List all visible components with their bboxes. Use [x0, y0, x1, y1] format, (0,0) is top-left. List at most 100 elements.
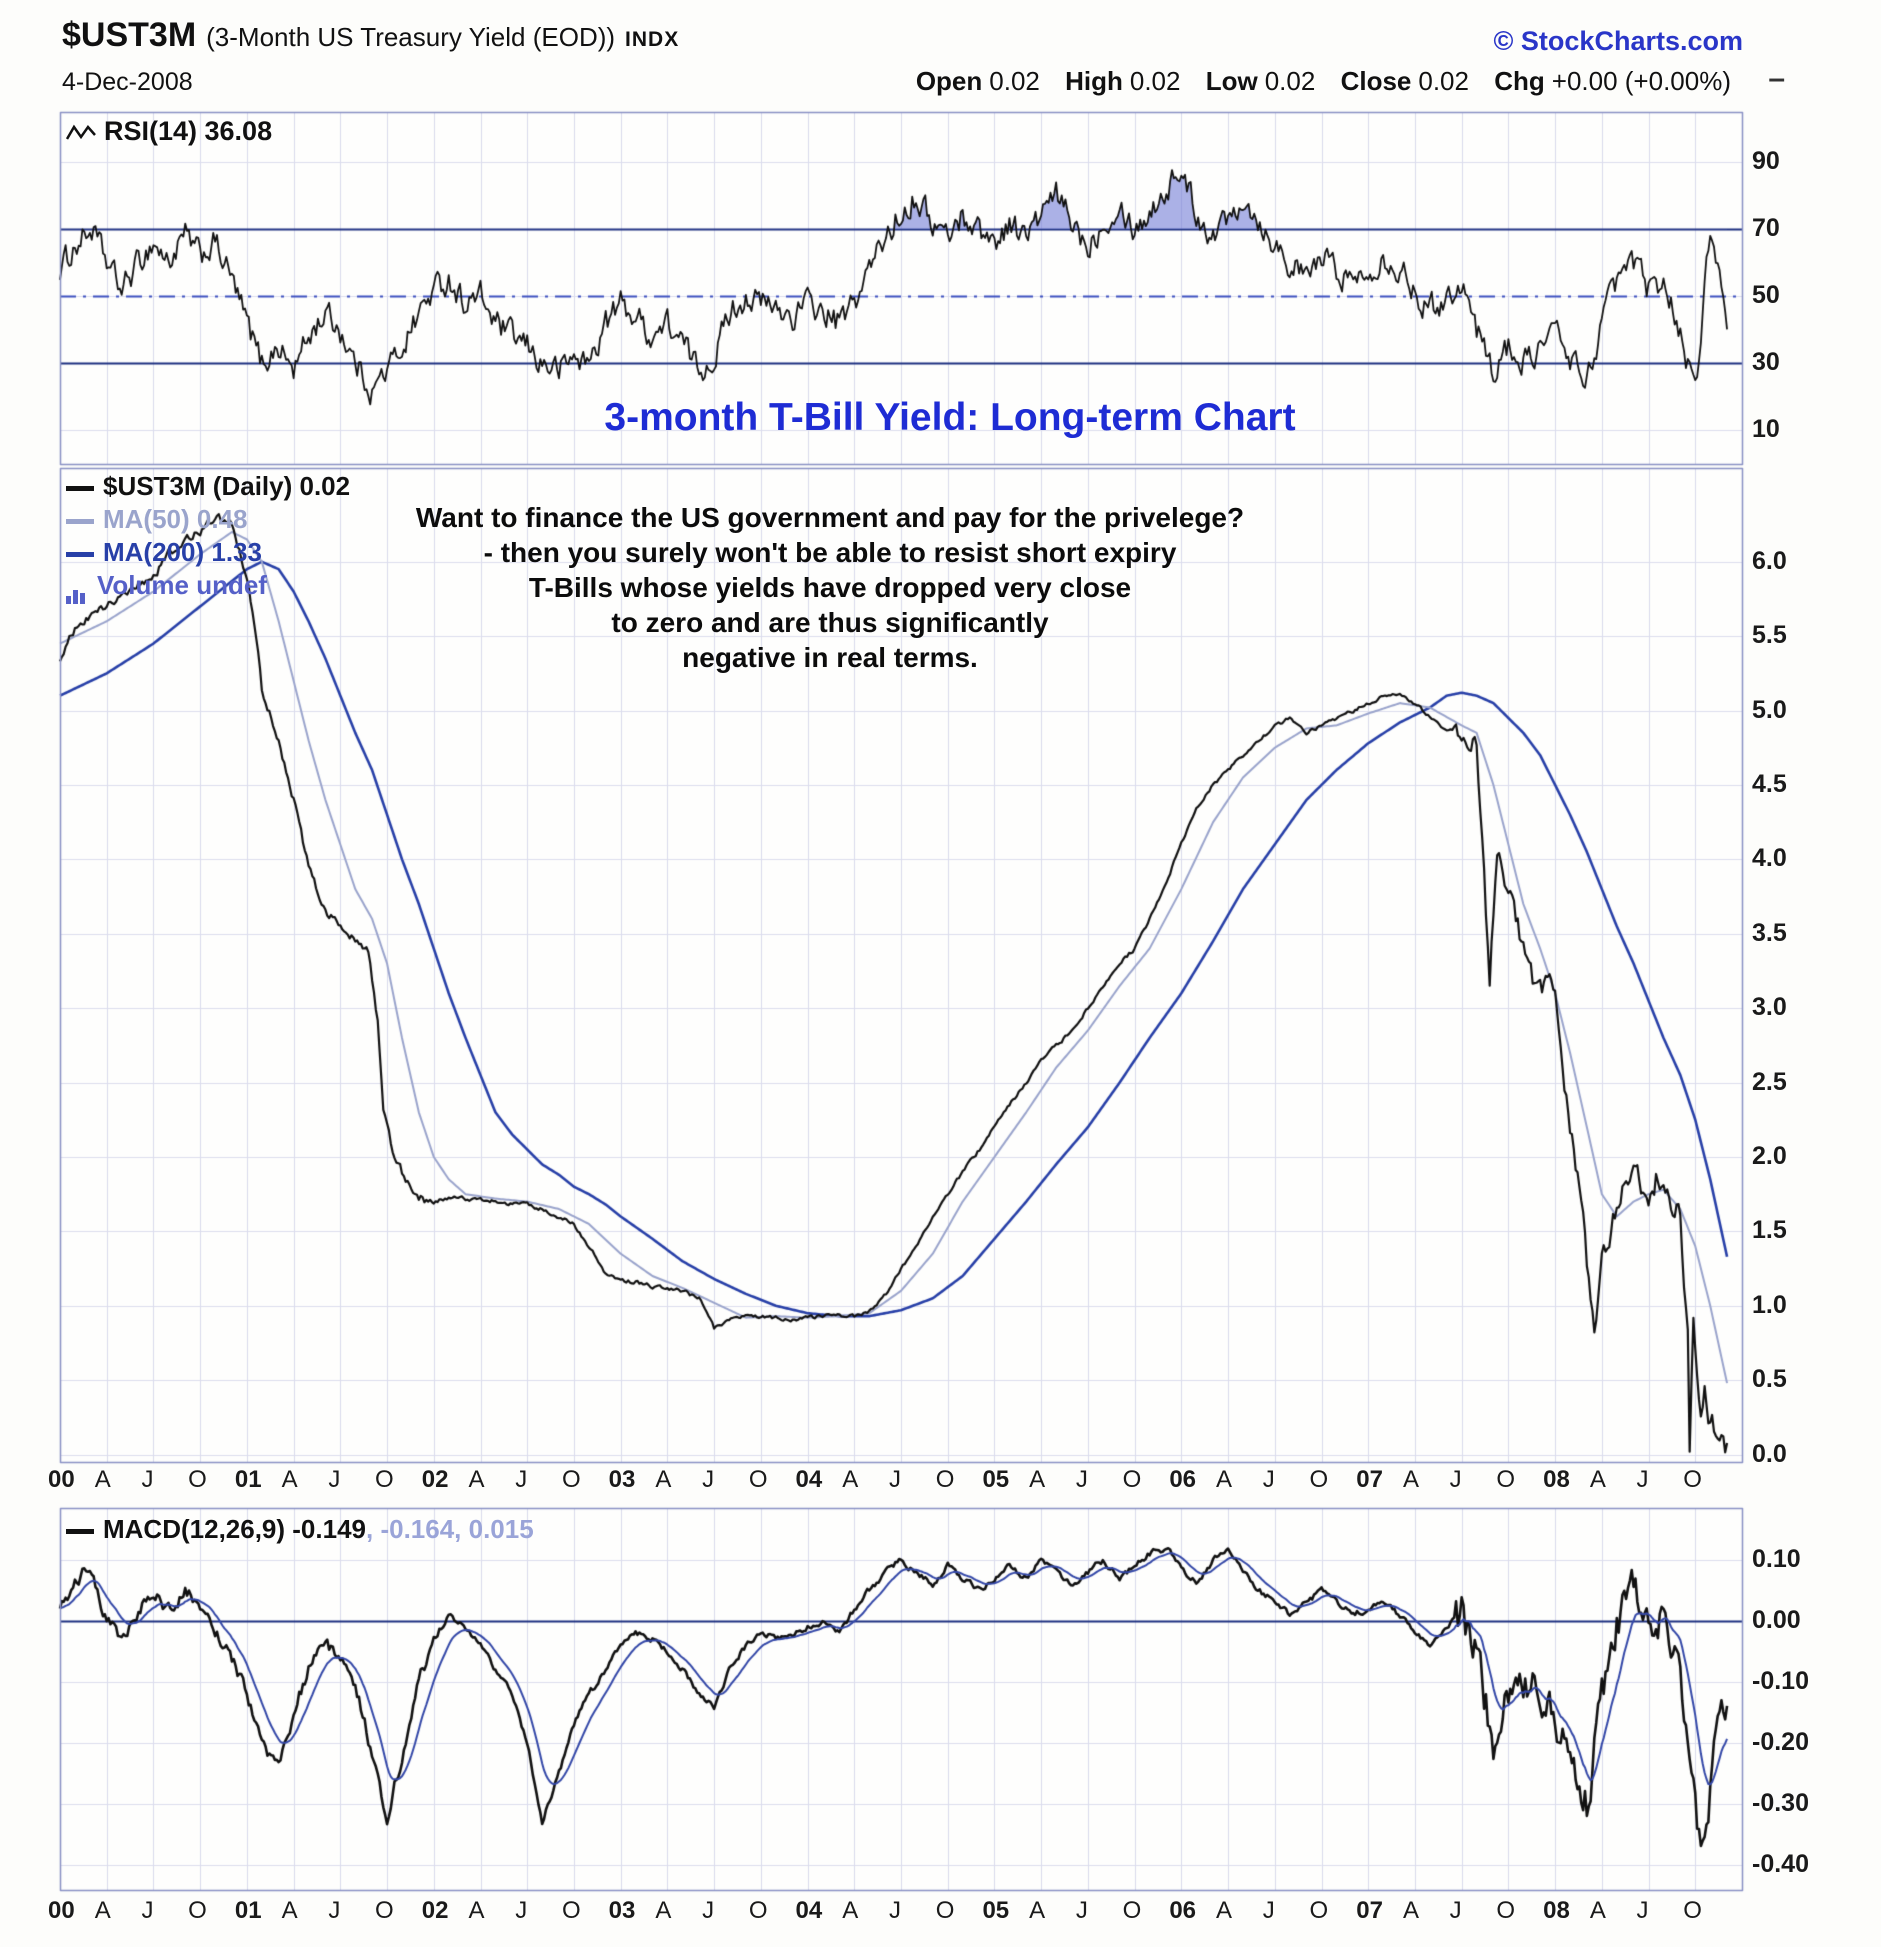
legend-price-label: $UST3M (Daily) 0.02: [103, 471, 351, 501]
x-tick-mid-J-2004.5: J: [889, 1466, 901, 1493]
macd-line-icon: [66, 1528, 94, 1534]
x-tick-mid-01-2001: 01: [234, 1466, 262, 1493]
macd-legend-main: MACD(12,26,9) -0.149: [103, 1514, 366, 1544]
x-tick-mid-J-2006.5: J: [1262, 1466, 1275, 1493]
x-tick-bottom-03-2003: 03: [608, 1897, 636, 1924]
ma200-line-icon: [66, 551, 94, 557]
x-tick-mid-08-2008: 08: [1543, 1466, 1570, 1493]
x-tick-bottom-00-2000: 00: [48, 1897, 75, 1924]
note-line-3: T-Bills whose yields have dropped very c…: [528, 572, 1132, 603]
x-tick-bottom-A-2008.25: A: [1589, 1897, 1606, 1924]
x-tick-bottom-O-2007.75: O: [1496, 1897, 1516, 1924]
x-tick-bottom-A-2002.25: A: [468, 1897, 485, 1924]
x-tick-bottom-A-2000.25: A: [94, 1897, 111, 1924]
header: $UST3M (3-Month US Treasury Yield (EOD)) I…: [62, 16, 679, 55]
ma50-line-icon: [66, 518, 94, 524]
legend-ma200-label: MA(200) 1.33: [103, 537, 262, 567]
legend-ma50-label: MA(50) 0.48: [103, 504, 248, 534]
x-tick-bottom-O-2008.75: O: [1683, 1897, 1702, 1924]
close-value: 0.02: [1418, 66, 1469, 96]
price-ytick-2.0: 2.0: [1752, 1141, 1787, 1170]
x-tick-mid-O-2006.75: O: [1309, 1466, 1329, 1493]
x-tick-mid-A-2002.25: A: [468, 1466, 485, 1493]
x-tick-mid-O-2005.75: O: [1122, 1466, 1142, 1493]
legend-ma200: MA(200) 1.33: [66, 536, 350, 569]
price-ytick-3.5: 3.5: [1752, 918, 1787, 947]
open-label: Open: [915, 66, 983, 96]
chg-label: Chg: [1494, 66, 1545, 96]
price-ytick-1.0: 1.0: [1752, 1290, 1787, 1319]
price-ytick-5.0: 5.0: [1752, 695, 1787, 724]
low-label: Low: [1205, 66, 1258, 96]
x-tick-mid-J-2003.5: J: [702, 1466, 715, 1493]
macd-ytick-0.10: 0.10: [1752, 1544, 1801, 1573]
price-ytick-4.5: 4.5: [1752, 769, 1787, 798]
exchange-label: INDX: [625, 28, 680, 51]
x-tick-bottom-05-2005: 05: [982, 1897, 1010, 1924]
price-ytick-2.5: 2.5: [1752, 1067, 1787, 1096]
x-tick-bottom-J-2002.5: J: [515, 1897, 528, 1924]
price-ytick-0.5: 0.5: [1752, 1365, 1787, 1394]
x-tick-mid-O-2000.75: O: [188, 1466, 207, 1493]
rsi-ytick-30: 30: [1752, 348, 1780, 377]
note-line-4: to zero and are thus significantly: [611, 607, 1049, 638]
macd-ytick--0.30: -0.30: [1752, 1788, 1809, 1817]
x-tick-mid-A-2005.25: A: [1029, 1466, 1046, 1493]
x-tick-bottom-J-2008.5: J: [1636, 1897, 1649, 1924]
macd-legend: MACD(12,26,9) -0.149, -0.164, 0.015: [66, 1514, 534, 1545]
low-value: 0.02: [1264, 66, 1316, 96]
price-ytick-5.5: 5.5: [1752, 621, 1787, 650]
volume-bars-icon: [66, 571, 88, 604]
x-tick-bottom-J-2005.5: J: [1075, 1897, 1088, 1924]
x-tick-bottom-A-2004.25: A: [842, 1897, 859, 1924]
x-tick-bottom-J-2007.5: J: [1449, 1897, 1462, 1924]
chart-annotation-note: Want to finance the US government and pa…: [300, 500, 1360, 675]
rsi-ytick-50: 50: [1752, 281, 1780, 310]
collapse-panel-icon[interactable]: –: [1768, 62, 1785, 95]
x-tick-mid-O-2007.75: O: [1496, 1466, 1516, 1493]
price-ytick-0.0: 0.0: [1752, 1439, 1787, 1468]
x-tick-mid-A-2006.25: A: [1216, 1466, 1233, 1493]
price-line-icon: [66, 485, 94, 491]
x-tick-mid-A-2000.25: A: [94, 1466, 111, 1493]
x-tick-mid-06-2006: 06: [1169, 1466, 1197, 1493]
x-tick-bottom-A-2003.25: A: [655, 1897, 672, 1924]
chart-date: 4-Dec-2008: [62, 68, 193, 96]
rsi-legend: RSI(14) 36.08: [65, 116, 272, 147]
rsi-line-icon: [65, 124, 96, 140]
x-tick-bottom-J-2001.5: J: [328, 1897, 341, 1924]
x-tick-bottom-J-2006.5: J: [1262, 1897, 1275, 1924]
rsi-ytick-10: 10: [1752, 415, 1780, 444]
x-tick-mid-04-2004: 04: [795, 1466, 823, 1493]
chart-annotation-title: 3-month T-Bill Yield: Long-term Chart: [604, 396, 1296, 439]
high-label: High: [1065, 66, 1123, 96]
x-tick-mid-02-2002: 02: [421, 1466, 449, 1493]
x-tick-bottom-J-2003.5: J: [702, 1897, 715, 1924]
price-ytick-3.0: 3.0: [1752, 993, 1787, 1022]
x-tick-bottom-02-2002: 02: [421, 1897, 449, 1924]
x-tick-mid-O-2001.75: O: [375, 1466, 394, 1493]
x-tick-bottom-O-2000.75: O: [188, 1897, 207, 1924]
x-tick-mid-A-2007.25: A: [1402, 1466, 1419, 1493]
x-tick-bottom-A-2005.25: A: [1029, 1897, 1046, 1924]
x-tick-bottom-A-2001.25: A: [281, 1897, 298, 1924]
x-tick-bottom-J-2000.5: J: [141, 1897, 154, 1924]
note-line-2: - then you surely won't be able to resis…: [483, 537, 1177, 568]
x-tick-bottom-06-2006: 06: [1169, 1897, 1197, 1924]
price-ytick-6.0: 6.0: [1752, 546, 1787, 575]
rsi-ytick-70: 70: [1752, 214, 1780, 243]
x-tick-bottom-O-2003.75: O: [748, 1897, 768, 1924]
macd-legend-secondary: , -0.164, 0.015: [366, 1514, 534, 1544]
x-tick-mid-A-2004.25: A: [842, 1466, 859, 1493]
legend-volume-label: Volume undef: [97, 570, 267, 600]
x-tick-mid-O-2004.75: O: [935, 1466, 955, 1493]
x-tick-mid-J-2007.5: J: [1449, 1466, 1462, 1493]
x-tick-bottom-O-2002.75: O: [561, 1897, 581, 1924]
note-line-1: Want to finance the US government and pa…: [415, 502, 1245, 533]
macd-ytick--0.20: -0.20: [1752, 1727, 1809, 1756]
price-ytick-1.5: 1.5: [1752, 1216, 1787, 1245]
legend-ma50: MA(50) 0.48: [66, 503, 350, 536]
x-tick-bottom-O-2006.75: O: [1309, 1897, 1329, 1924]
